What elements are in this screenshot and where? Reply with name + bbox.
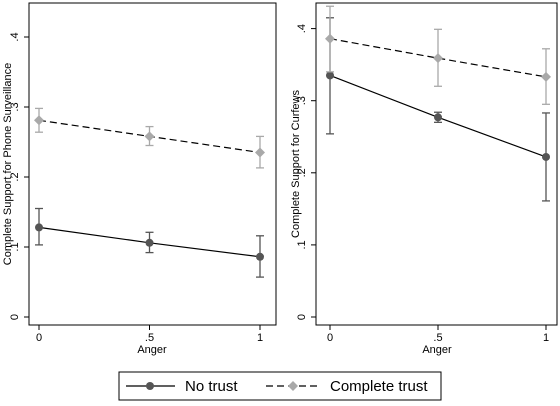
right-series-no-trust-point bbox=[326, 71, 334, 80]
left-y-tick-label: 0 bbox=[9, 314, 21, 320]
left-x-tick-label: 1 bbox=[257, 332, 263, 344]
left-x-axis-title: Anger bbox=[137, 344, 167, 356]
right-x-axis-title: Anger bbox=[422, 344, 452, 356]
right-y-tick-label: .4 bbox=[296, 24, 308, 33]
legend-complete-trust-label: Complete trust bbox=[330, 378, 428, 395]
right-series-complete-trust-point bbox=[541, 71, 551, 82]
left-series-complete-trust-point bbox=[255, 147, 265, 158]
right-plot-marks: 0 .1 .2 .3 .4 0 .5 1 bbox=[296, 5, 551, 344]
left-series-complete-trust-point bbox=[34, 115, 44, 126]
right-plot-frame bbox=[315, 2, 558, 326]
right-y-tick-label: .1 bbox=[296, 240, 308, 249]
right-x-tick-label: .5 bbox=[433, 332, 442, 344]
right-series-complete-trust-point bbox=[433, 53, 443, 64]
left-y-tick-label: .3 bbox=[9, 102, 21, 111]
left-panel: 0 .1 .2 .3 .4 0 .5 1 Anger Complete Support for… bbox=[2, 2, 277, 356]
left-y-axis-title: Complete Support for Phone Surveillance bbox=[2, 63, 14, 265]
left-x-tick-label: .5 bbox=[145, 332, 154, 344]
left-series-no-trust-point bbox=[35, 223, 43, 232]
left-series-no-trust-point bbox=[145, 238, 154, 247]
legend-complete-trust-marker bbox=[288, 381, 298, 391]
left-y-tick-label: .1 bbox=[9, 242, 21, 251]
right-x-tick-label: 0 bbox=[327, 332, 333, 344]
left-series-complete-trust-point bbox=[144, 131, 155, 142]
right-series-no-trust-point bbox=[542, 152, 550, 161]
right-series-complete-trust-line bbox=[329, 38, 547, 78]
legend-no-trust-label: No trust bbox=[185, 378, 238, 395]
legend: No trust Complete trust bbox=[118, 371, 442, 401]
legend-no-trust-marker bbox=[146, 382, 154, 390]
left-y-tick-label: .4 bbox=[9, 32, 21, 41]
right-y-tick-label: .3 bbox=[296, 96, 308, 105]
left-series-no-trust-point bbox=[256, 252, 264, 261]
right-y-tick-label: .2 bbox=[296, 168, 308, 177]
right-series-complete-trust-point bbox=[325, 33, 335, 44]
left-x-tick-label: 0 bbox=[36, 332, 42, 344]
right-panel: 0 .1 .2 .3 .4 0 .5 1 Anger Complete Support for… bbox=[290, 2, 558, 356]
left-plot-marks: 0 .1 .2 .3 .4 0 .5 1 bbox=[9, 32, 265, 344]
right-y-axis-title: Complete Support for Curfews bbox=[290, 90, 302, 238]
left-y-tick-label: .2 bbox=[9, 172, 21, 181]
left-plot-frame bbox=[28, 2, 277, 326]
right-y-tick-label: 0 bbox=[296, 314, 308, 320]
right-x-tick-label: 1 bbox=[543, 332, 549, 344]
right-series-no-trust-point bbox=[434, 113, 442, 122]
